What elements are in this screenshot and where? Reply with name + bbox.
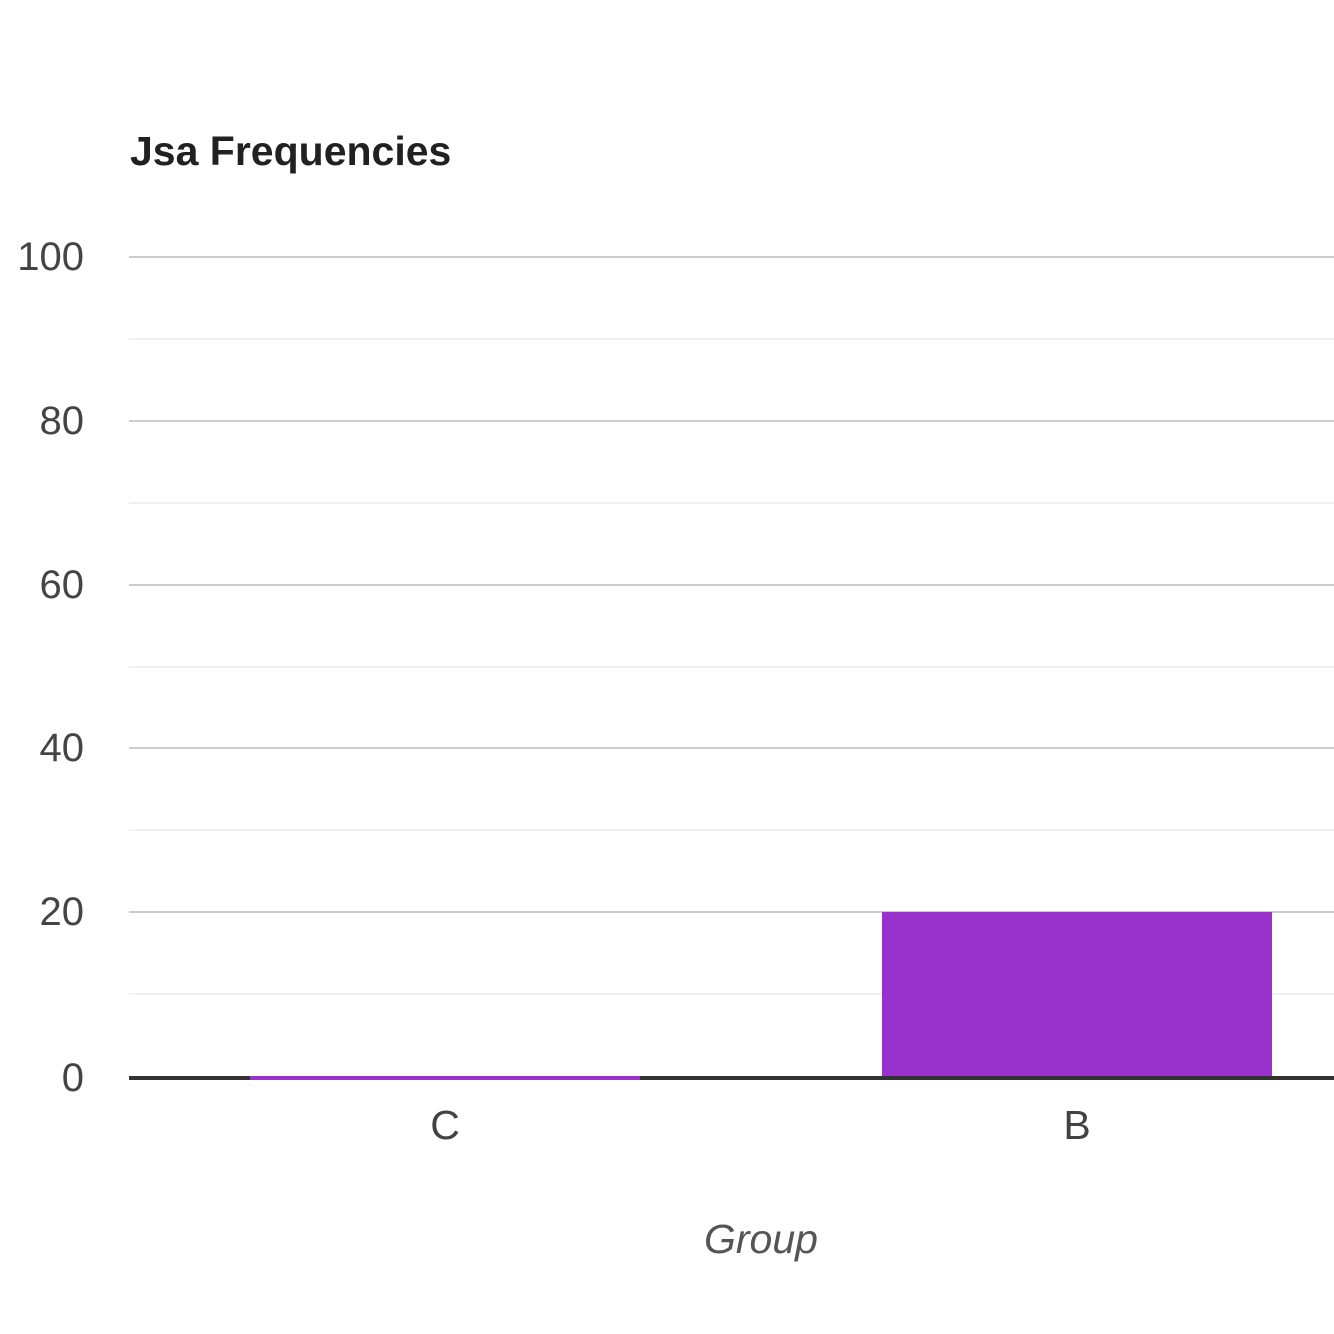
minor-gridline bbox=[129, 502, 1334, 504]
y-tick-label: 60 bbox=[39, 563, 85, 607]
bar-c[interactable] bbox=[250, 1076, 640, 1080]
minor-gridline bbox=[129, 666, 1334, 668]
minor-gridline bbox=[129, 829, 1334, 831]
x-axis-title: Group bbox=[704, 1216, 818, 1262]
x-axis-line bbox=[129, 1076, 1334, 1080]
y-tick-label: 0 bbox=[61, 1056, 84, 1100]
major-gridline bbox=[129, 420, 1334, 422]
major-gridline bbox=[129, 584, 1334, 586]
major-gridline bbox=[129, 747, 1334, 749]
y-tick-label: 80 bbox=[39, 399, 85, 443]
y-tick-label: 100 bbox=[17, 235, 84, 279]
category-label-b: B bbox=[1063, 1102, 1091, 1148]
major-gridline bbox=[129, 256, 1334, 258]
major-gridline bbox=[129, 911, 1334, 913]
chart-title: Jsa Frequencies bbox=[130, 128, 452, 174]
minor-gridline bbox=[129, 338, 1334, 340]
y-tick-label: 40 bbox=[39, 726, 85, 770]
minor-gridline bbox=[129, 993, 1334, 995]
y-tick-label: 20 bbox=[39, 890, 85, 934]
category-label-c: C bbox=[430, 1102, 460, 1148]
bar-b[interactable] bbox=[882, 912, 1272, 1076]
